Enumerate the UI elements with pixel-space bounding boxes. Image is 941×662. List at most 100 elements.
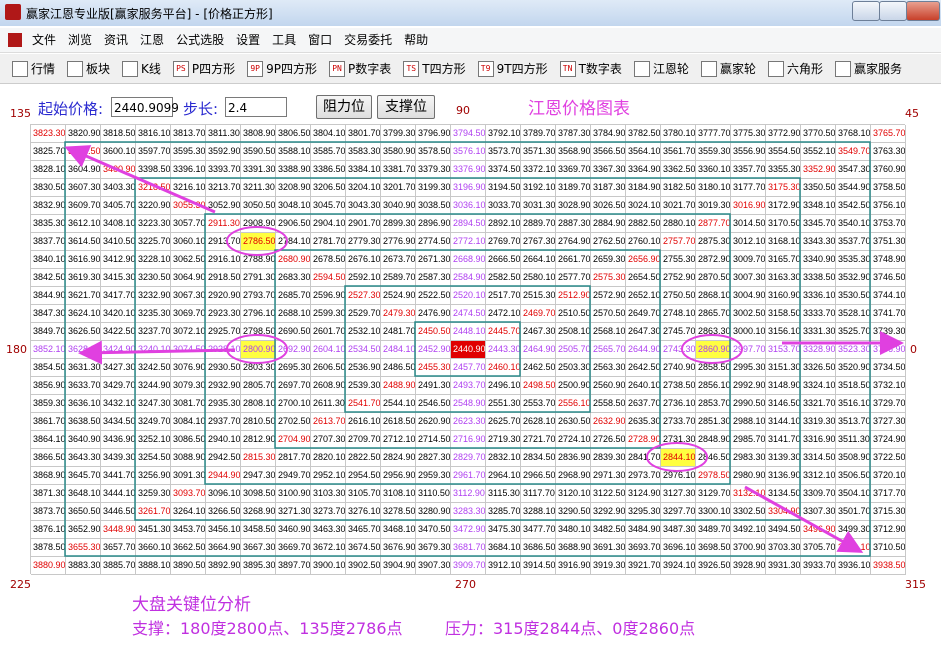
toolbar-button[interactable]: 9P 9P四方形 xyxy=(247,60,317,77)
price-cell: 3324.10 xyxy=(801,377,836,395)
menu-item[interactable]: 浏览 xyxy=(68,33,93,47)
price-cell: 3412.90 xyxy=(101,251,136,269)
close-button[interactable] xyxy=(906,1,940,21)
price-cell: 2892.10 xyxy=(486,215,521,233)
toolbar-label: K线 xyxy=(141,62,161,76)
price-cell: 3175.30 xyxy=(766,179,801,197)
price-cell: 3381.70 xyxy=(381,161,416,179)
angle-label: 135 xyxy=(10,107,31,120)
angle-label: 270 xyxy=(455,578,476,591)
price-cell: 3307.30 xyxy=(801,503,836,521)
price-cell: 3549.70 xyxy=(836,143,871,161)
price-cell: 3012.10 xyxy=(731,233,766,251)
price-cell: 2570.50 xyxy=(591,305,626,323)
price-cell: 2524.90 xyxy=(381,287,416,305)
toolbar-button[interactable]: PN P数字表 xyxy=(329,60,391,77)
menu-item[interactable]: 交易委托 xyxy=(344,33,393,47)
price-cell: 3343.30 xyxy=(801,233,836,251)
menu-item[interactable]: 设置 xyxy=(236,33,261,47)
toolbar-button[interactable]: 板块 xyxy=(67,60,110,77)
price-cell: 2916.10 xyxy=(206,251,241,269)
price-cell: 2716.90 xyxy=(451,431,486,449)
price-cell: 3057.70 xyxy=(171,215,206,233)
price-cell: 2937.70 xyxy=(206,413,241,431)
price-cell: 3861.70 xyxy=(31,413,66,431)
price-cell: 2512.90 xyxy=(556,287,591,305)
toolbar-button[interactable]: TS T四方形 xyxy=(403,60,466,77)
price-cell: 2956.90 xyxy=(381,467,416,485)
price-cell: 3897.70 xyxy=(276,557,311,575)
price-cell: 3600.10 xyxy=(101,143,136,161)
resistance-button[interactable]: 阻力位 xyxy=(316,95,372,119)
price-cell: 3792.10 xyxy=(486,125,521,143)
price-cell: 3693.70 xyxy=(626,539,661,557)
price-cell: 2829.70 xyxy=(451,449,486,467)
price-cell: 3900.10 xyxy=(311,557,346,575)
price-cell: 3060.10 xyxy=(171,233,206,251)
toolbar-button[interactable]: TN T数字表 xyxy=(559,60,622,77)
price-cell: 3585.70 xyxy=(311,143,346,161)
price-cell: 3878.50 xyxy=(31,539,66,557)
price-cell: 2942.50 xyxy=(206,449,241,467)
price-cell: 3247.30 xyxy=(136,395,171,413)
menu-item[interactable]: 工具 xyxy=(272,33,297,47)
price-cell: 3220.90 xyxy=(136,197,171,215)
price-cell: 2472.10 xyxy=(486,305,521,323)
price-cell: 2973.70 xyxy=(626,467,661,485)
price-cell: 2520.10 xyxy=(451,287,486,305)
price-cell: 2493.70 xyxy=(451,377,486,395)
price-cell: 3532.90 xyxy=(836,269,871,287)
toolbar-label: T四方形 xyxy=(422,62,466,76)
toolbar-button[interactable]: 江恩轮 xyxy=(633,60,689,77)
toolbar-button[interactable]: PS P四方形 xyxy=(172,60,235,77)
toolbar-button[interactable]: 赢家服务 xyxy=(834,60,902,77)
menu-item[interactable]: 窗口 xyxy=(308,33,333,47)
price-cell: 2688.10 xyxy=(276,305,311,323)
price-cell: 3914.50 xyxy=(521,557,556,575)
price-cell: 2906.50 xyxy=(276,215,311,233)
price-cell: 2983.30 xyxy=(731,449,766,467)
price-cell: 2834.50 xyxy=(521,449,556,467)
price-cell: 2851.30 xyxy=(696,413,731,431)
price-cell: 3542.50 xyxy=(836,197,871,215)
angle-label: 180 xyxy=(6,343,27,356)
price-cell: 3619.30 xyxy=(66,269,101,287)
menu-item[interactable]: 公式选股 xyxy=(176,33,225,47)
toolbar-button[interactable]: 行情 xyxy=(12,60,55,77)
step-select[interactable]: 2.4 xyxy=(225,97,287,117)
price-cell: 3468.10 xyxy=(381,521,416,539)
price-cell: 2647.30 xyxy=(626,323,661,341)
price-cell: 3789.70 xyxy=(521,125,556,143)
maximize-button[interactable] xyxy=(879,1,907,21)
price-cell: 3043.30 xyxy=(346,197,381,215)
support-button[interactable]: 支撑位 xyxy=(377,95,435,119)
toolbar-icon: PS xyxy=(172,60,189,77)
price-cell: 3271.30 xyxy=(276,503,311,521)
price-cell: 3386.50 xyxy=(311,161,346,179)
menu-item[interactable]: 帮助 xyxy=(404,33,429,47)
price-cell: 2908.90 xyxy=(241,215,276,233)
price-cell: 2774.50 xyxy=(416,233,451,251)
price-cell: 3712.90 xyxy=(871,521,906,539)
menu-item[interactable]: 江恩 xyxy=(140,33,165,47)
step-label: 步长: xyxy=(183,100,219,118)
price-cell: 2642.50 xyxy=(626,359,661,377)
price-cell: 3691.30 xyxy=(591,539,626,557)
price-cell: 3849.70 xyxy=(31,323,66,341)
toolbar-button[interactable]: 赢家轮 xyxy=(700,60,756,77)
price-cell: 3520.90 xyxy=(836,359,871,377)
menu-icon xyxy=(8,33,22,47)
toolbar-button[interactable]: 六角形 xyxy=(767,60,823,77)
minimize-button[interactable] xyxy=(852,1,880,21)
toolbar-button[interactable]: T9 9T四方形 xyxy=(477,60,548,77)
price-cell: 3139.30 xyxy=(766,449,801,467)
start-input[interactable]: 2440.9099 xyxy=(111,97,179,117)
price-cell: 3816.10 xyxy=(136,125,171,143)
price-cell: 3074.50 xyxy=(171,341,206,359)
price-cell: 3170.50 xyxy=(766,215,801,233)
price-cell: 3156.10 xyxy=(766,323,801,341)
price-cell: 3686.50 xyxy=(521,539,556,557)
menu-item[interactable]: 文件 xyxy=(32,33,57,47)
toolbar-button[interactable]: K线 xyxy=(122,60,161,77)
menu-item[interactable]: 资讯 xyxy=(104,33,129,47)
